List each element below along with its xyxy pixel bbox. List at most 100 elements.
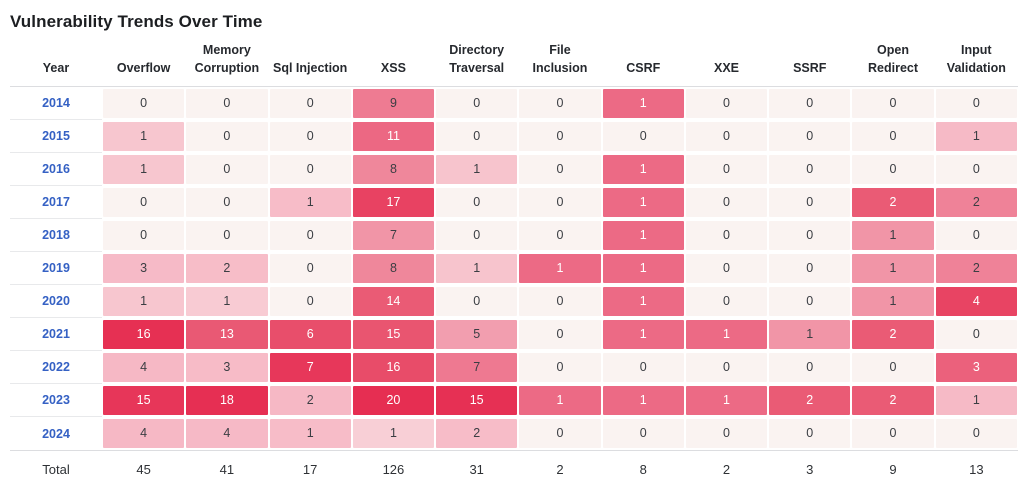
heatmap-cell-wrap: 0 [685,285,768,318]
heatmap-cell-wrap: 0 [685,186,768,219]
year-cell: 2015 [10,120,102,153]
year-link[interactable]: 2021 [42,327,70,341]
heatmap-cell: 1 [602,254,684,283]
heatmap-cell-wrap: 0 [185,186,268,219]
heatmap-cell: 0 [436,188,518,217]
year-cell: 2020 [10,285,102,318]
total-value: 9 [851,450,935,487]
heatmap-cell: 3 [103,254,185,283]
heatmap-cell: 0 [186,122,268,151]
heatmap-cell-wrap: 1 [602,318,685,351]
heatmap-cell-wrap: 4 [102,417,185,450]
heatmap-cell: 2 [935,254,1017,283]
column-header: Input Validation [934,42,1018,87]
heatmap-cell-wrap: 0 [435,285,518,318]
total-value: 31 [435,450,519,487]
heatmap-cell-wrap: 1 [851,285,934,318]
table-row: 2016 1 0 0 8 1 0 1 0 0 0 0 [10,153,1018,186]
heatmap-cell: 0 [269,89,351,118]
total-value: 2 [518,450,602,487]
total-value: 2 [684,450,769,487]
heatmap-cell-wrap: 4 [102,351,185,384]
heatmap-cell-wrap: 17 [352,186,435,219]
heatmap-cell-wrap: 0 [269,87,352,120]
table-row: 2021 16 13 6 15 5 0 1 1 1 2 0 [10,318,1018,351]
year-cell: 2023 [10,384,102,417]
heatmap-cell: 0 [685,254,768,283]
heatmap-cell: 9 [352,89,435,118]
heatmap-cell: 0 [935,419,1017,448]
heatmap-cell-wrap: 0 [518,318,601,351]
year-link[interactable]: 2020 [42,294,70,308]
heatmap-cell-wrap: 0 [102,186,185,219]
heatmap-cell-wrap: 7 [352,219,435,252]
heatmap-cell: 1 [602,188,684,217]
heatmap-cell-wrap: 0 [851,153,934,186]
heatmap-cell-wrap: 1 [185,285,268,318]
heatmap-cell: 0 [186,89,268,118]
heatmap-cell-wrap: 2 [851,186,934,219]
heatmap-cell: 7 [352,221,435,250]
heatmap-cell-wrap: 0 [685,120,768,153]
heatmap-cell: 4 [103,419,185,448]
total-value: 17 [268,450,352,487]
heatmap-cell: 0 [186,221,268,250]
year-link[interactable]: 2018 [42,228,70,242]
heatmap-cell-wrap: 0 [851,120,934,153]
heatmap-cell-wrap: 4 [185,417,268,450]
heatmap-cell: 0 [269,155,351,184]
heatmap-cell: 0 [269,221,351,250]
year-cell: 2019 [10,252,102,285]
year-cell: 2017 [10,186,102,219]
heatmap-cell-wrap: 0 [185,219,268,252]
heatmap-cell: 1 [852,221,934,250]
heatmap-cell-wrap: 0 [269,219,352,252]
heatmap-cell-wrap: 3 [185,351,268,384]
total-value: 41 [185,450,269,487]
year-link[interactable]: 2017 [42,195,70,209]
heatmap-cell-wrap: 1 [851,252,934,285]
heatmap-cell-wrap: 18 [185,384,268,417]
heatmap-cell-wrap: 11 [352,120,435,153]
heatmap-cell: 0 [769,254,851,283]
year-link[interactable]: 2014 [42,96,70,110]
year-link[interactable]: 2023 [42,393,70,407]
heatmap-cell: 0 [602,122,684,151]
heatmap-cell-wrap: 0 [935,153,1018,186]
heatmap-cell: 1 [602,221,684,250]
heatmap-cell: 0 [685,287,768,316]
heatmap-cell: 0 [519,155,601,184]
heatmap-cell: 1 [103,287,185,316]
heatmap-cell-wrap: 0 [435,219,518,252]
year-link[interactable]: 2016 [42,162,70,176]
heatmap-cell-wrap: 1 [269,186,352,219]
heatmap-cell: 0 [519,122,601,151]
heatmap-cell: 0 [519,419,601,448]
heatmap-cell: 1 [186,287,268,316]
total-row: Total 45 41 17 126 31 2 8 2 3 9 13 [10,450,1018,487]
heatmap-cell: 1 [519,386,601,415]
heatmap-cell: 2 [852,320,934,349]
heatmap-cell-wrap: 0 [685,219,768,252]
year-link[interactable]: 2022 [42,360,70,374]
heatmap-cell-wrap: 0 [685,87,768,120]
year-link[interactable]: 2015 [42,129,70,143]
heatmap-cell: 1 [269,188,351,217]
table-row: 2018 0 0 0 7 0 0 1 0 0 1 0 [10,219,1018,252]
heatmap-cell-wrap: 0 [185,120,268,153]
table-row: 2024 4 4 1 1 2 0 0 0 0 0 0 [10,417,1018,450]
heatmap-cell: 6 [269,320,351,349]
heatmap-cell: 0 [519,188,601,217]
heatmap-cell-wrap: 0 [602,351,685,384]
heatmap-cell: 7 [436,353,518,382]
heatmap-cell: 0 [769,287,851,316]
year-cell: 2014 [10,87,102,120]
year-link[interactable]: 2024 [42,426,70,441]
heatmap-cell-wrap: 0 [518,285,601,318]
year-cell: 2016 [10,153,102,186]
year-link[interactable]: 2019 [42,261,70,275]
heatmap-cell-wrap: 1 [518,384,601,417]
heatmap-cell-wrap: 0 [518,87,601,120]
heatmap-cell-wrap: 13 [185,318,268,351]
heatmap-cell: 20 [352,386,435,415]
